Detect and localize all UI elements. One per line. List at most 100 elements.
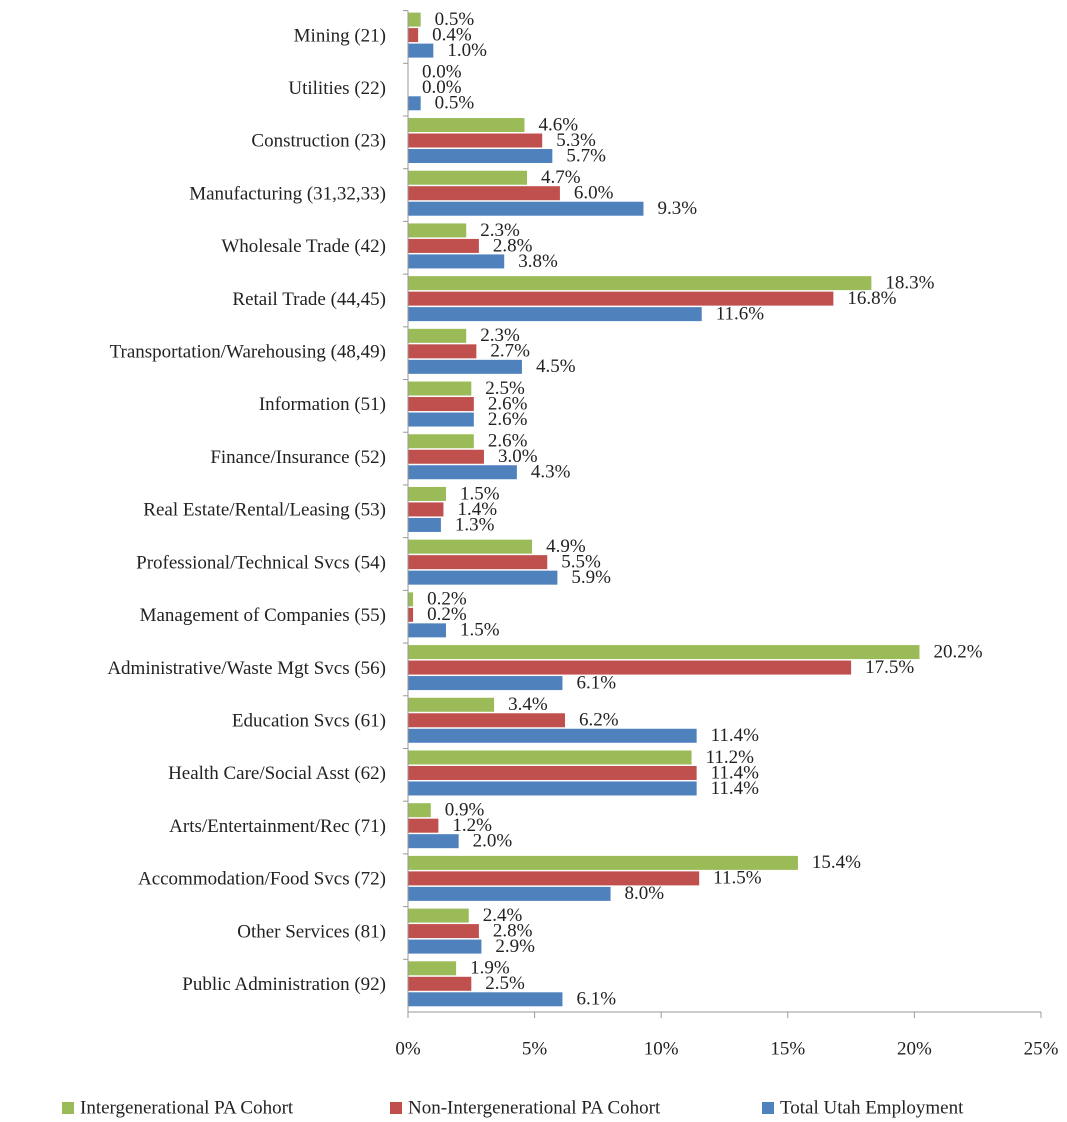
bar (408, 660, 852, 675)
value-label: 2.3% (480, 325, 520, 346)
category-label: Management of Companies (55) (140, 605, 386, 626)
value-label: 2.6% (488, 431, 528, 452)
legend-swatch (390, 1102, 402, 1114)
value-label: 2.6% (488, 393, 528, 414)
value-label: 6.1% (576, 989, 616, 1010)
bar (408, 781, 697, 796)
value-label: 4.7% (541, 167, 581, 188)
category-label: Information (51) (259, 394, 386, 415)
value-label: 4.3% (531, 462, 571, 483)
value-label: 20.2% (933, 641, 982, 662)
legend-label: Intergenerational PA Cohort (80, 1097, 294, 1118)
bar (408, 96, 421, 111)
category-label: Utilities (22) (288, 78, 386, 99)
bar (408, 307, 702, 322)
value-label: 11.4% (711, 762, 760, 783)
value-label: 2.9% (495, 936, 535, 957)
value-label: 2.6% (488, 409, 528, 430)
legend-swatch (62, 1102, 74, 1114)
category-label: Arts/Entertainment/Rec (71) (169, 816, 386, 837)
x-tick-label: 15% (770, 1038, 805, 1059)
bar (408, 381, 472, 396)
value-label: 4.5% (536, 356, 576, 377)
bar (408, 908, 469, 923)
bar (408, 517, 441, 532)
x-tick-label: 5% (522, 1038, 548, 1059)
value-label: 4.9% (546, 536, 586, 557)
value-label: 0.5% (435, 9, 475, 30)
value-label: 1.0% (447, 40, 487, 61)
category-label: Construction (23) (251, 131, 386, 152)
legend-swatch (762, 1102, 774, 1114)
value-label: 16.8% (847, 288, 896, 309)
value-label: 0.2% (427, 589, 467, 610)
value-label: 0.4% (432, 24, 472, 45)
value-label: 1.9% (470, 958, 510, 979)
bar (408, 223, 467, 238)
legend-label: Total Utah Employment (780, 1097, 964, 1118)
bar (408, 502, 444, 517)
value-label: 2.3% (480, 220, 520, 241)
category-label: Mining (21) (294, 25, 386, 46)
value-label: 1.5% (460, 483, 500, 504)
value-label: 1.4% (457, 499, 497, 520)
bar (408, 961, 457, 976)
bar (408, 976, 472, 991)
value-label: 17.5% (865, 657, 914, 678)
value-label: 9.3% (657, 198, 697, 219)
bar (408, 434, 474, 449)
category-label: Other Services (81) (237, 921, 386, 942)
bar (408, 645, 920, 660)
bar (408, 486, 446, 501)
value-label: 0.5% (435, 93, 475, 114)
category-label: Administrative/Waste Mgt Svcs (56) (107, 658, 386, 679)
bar (408, 291, 834, 306)
bar (408, 238, 479, 253)
bar (408, 397, 474, 412)
bar (408, 170, 528, 185)
category-label: Accommodation/Food Svcs (72) (138, 869, 386, 890)
bar (408, 592, 414, 607)
x-tick-label: 0% (395, 1038, 421, 1059)
value-label: 4.6% (538, 114, 578, 135)
value-label: 0.2% (427, 604, 467, 625)
value-label: 2.5% (485, 973, 525, 994)
bar (408, 871, 700, 886)
value-label: 2.7% (490, 341, 530, 362)
bar (408, 328, 467, 343)
value-label: 18.3% (885, 272, 934, 293)
bar (408, 803, 431, 818)
bar (408, 412, 474, 427)
bar (408, 750, 692, 765)
value-label: 0.9% (445, 800, 485, 821)
bar (408, 607, 414, 622)
category-label: Transportation/Warehousing (48,49) (110, 342, 386, 363)
value-label: 11.5% (713, 868, 762, 889)
bar (408, 465, 517, 480)
bar (408, 834, 459, 849)
value-label: 5.5% (561, 552, 601, 573)
bar (408, 924, 479, 939)
value-label: 11.2% (706, 747, 755, 768)
value-label: 2.4% (483, 905, 523, 926)
category-label: Retail Trade (44,45) (232, 289, 386, 310)
value-label: 5.9% (571, 567, 611, 588)
bar (408, 149, 553, 164)
bar (408, 886, 611, 901)
category-label: Health Care/Social Asst (62) (168, 763, 386, 784)
legend-label: Non-Intergenerational PA Cohort (408, 1097, 661, 1118)
bar (408, 449, 484, 464)
value-label: 2.8% (493, 920, 533, 941)
value-label: 0.0% (422, 77, 462, 98)
bar (408, 118, 525, 133)
category-label: Public Administration (92) (182, 974, 386, 995)
value-label: 5.3% (556, 130, 596, 151)
bar (408, 570, 558, 585)
value-label: 2.0% (473, 831, 513, 852)
bar (408, 992, 563, 1007)
bar (408, 276, 872, 291)
value-label: 2.8% (493, 235, 533, 256)
bar (408, 697, 495, 712)
